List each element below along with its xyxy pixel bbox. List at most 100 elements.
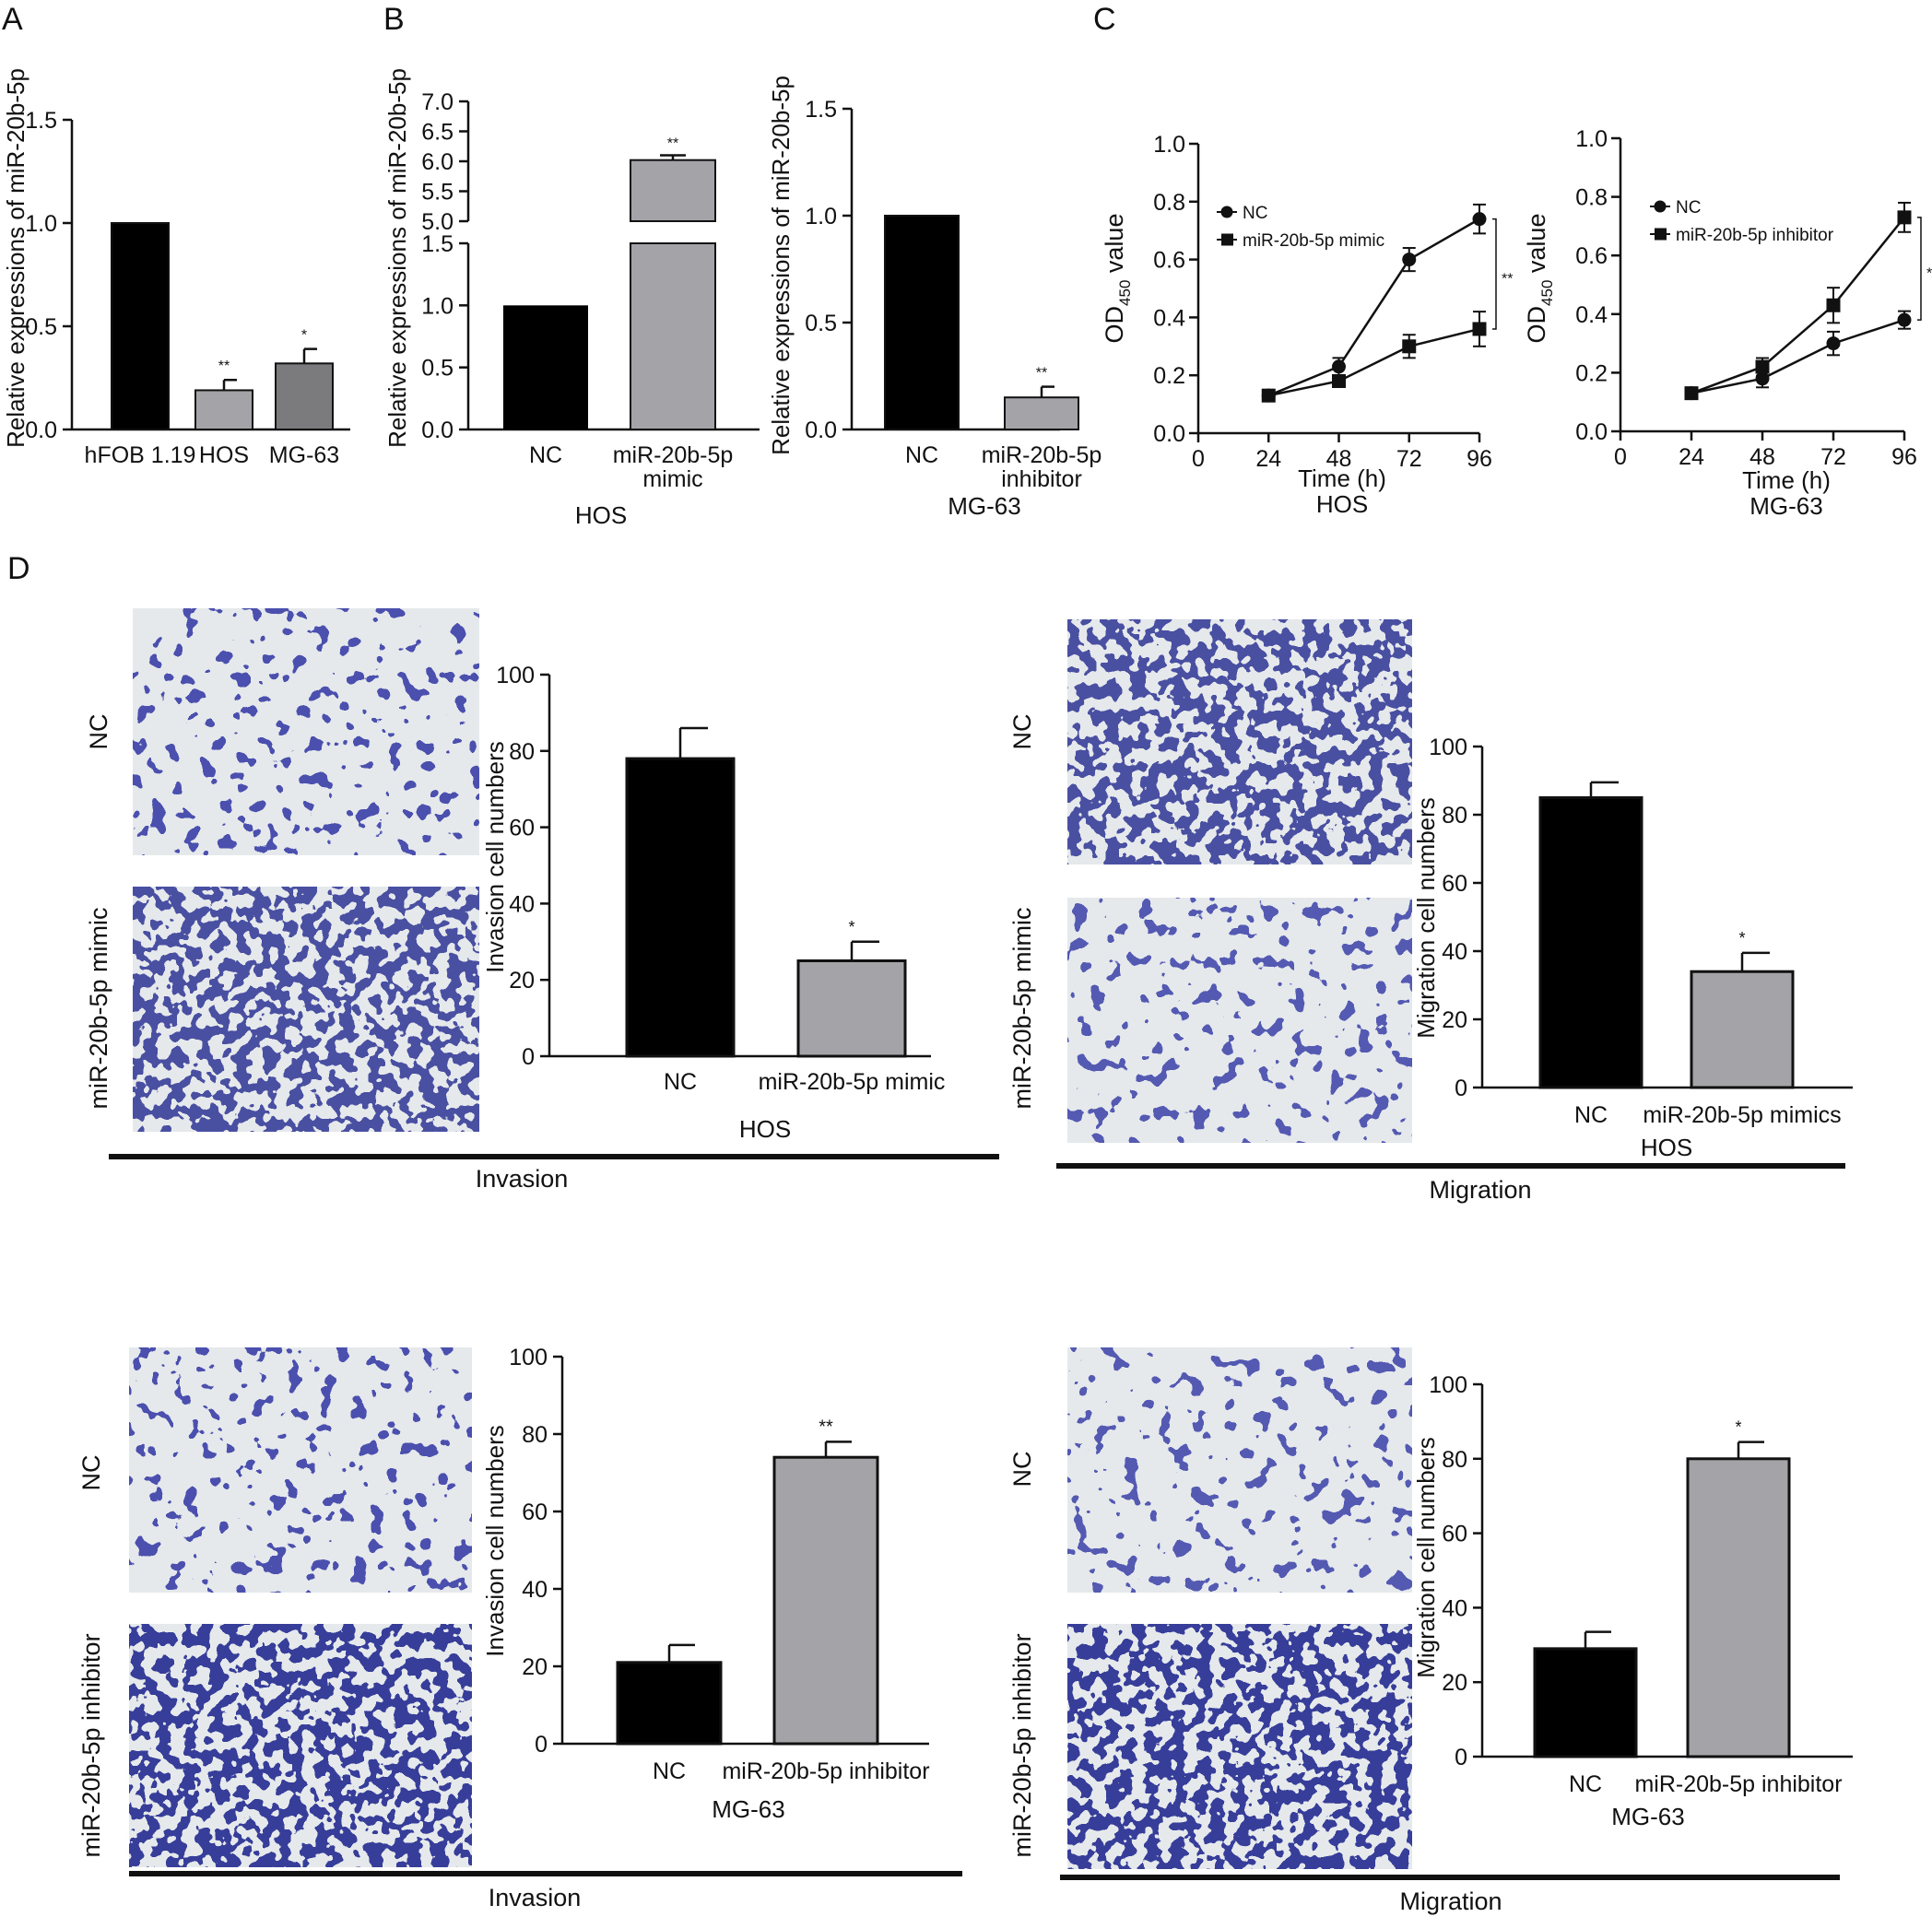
A-bar: [275, 362, 334, 431]
chart-d2-xlabel: HOS: [1641, 1134, 1692, 1161]
C2-series-line: [1690, 318, 1905, 394]
C1-ytick-label: 0.6: [1153, 248, 1185, 274]
migration-caption-top: Migration: [1429, 1176, 1531, 1204]
C1-point-square: [1402, 339, 1417, 354]
D1-category-label: NC: [664, 1069, 697, 1095]
chart-d3: Invasion cell numbers 0 20 40 60 80 100 NC miR-…: [481, 1345, 930, 1823]
D2-ytick-label: 100: [1429, 735, 1467, 760]
D4-significance: *: [1735, 1418, 1741, 1437]
panel-label-d: D: [7, 551, 30, 586]
D1-bar: [625, 757, 736, 1058]
D2-ytick-label: 80: [1442, 803, 1467, 829]
B2-ytick-label: 1.0: [805, 204, 837, 229]
micrograph-mig-mg-nc: [1067, 1347, 1412, 1593]
row-label-mig-mg-inh: miR-20b-5p inhibitor: [1008, 1633, 1036, 1857]
D4-ytick-label: 60: [1442, 1522, 1467, 1547]
chart-d4-xlabel: MG-63: [1611, 1803, 1684, 1830]
chart-b1: Relative expressions of miR-20b-5p 0.0 0.…: [383, 68, 760, 529]
D3-bar: [616, 1661, 723, 1746]
C1-xtick-label: 96: [1467, 446, 1492, 472]
C1-legend-marker: [1220, 206, 1233, 218]
chart-c1: OD450 value 0.00.20.40.60.81.00 24 48 72 96 …: [1101, 132, 1513, 518]
chart-b2-xlabel: MG-63: [948, 492, 1020, 520]
chart-d2: Migration cell numbers 0 20 40 60 80 100 NC miR…: [1412, 735, 1853, 1161]
B2-ytick-label: 0.5: [805, 311, 837, 336]
B2-significance: **: [1036, 366, 1047, 382]
D3-bar: [772, 1455, 879, 1746]
D4-bar: [1686, 1457, 1791, 1758]
D1-category-label: miR-20b-5p mimic: [759, 1069, 946, 1095]
D2-ytick-label: 60: [1442, 871, 1467, 897]
chart-c2-subtitle: MG-63: [1749, 492, 1822, 520]
C2-point-square: [1684, 386, 1699, 401]
chart-c1-xlabel: Time (h): [1298, 465, 1386, 492]
chart-a: Relative expressions of miR-20b-5p 0.0 0.…: [2, 68, 350, 468]
D4-category-label: NC: [1569, 1771, 1602, 1797]
B1-ytick-label: 1.5: [421, 231, 454, 257]
D3-ytick-label: 40: [522, 1577, 548, 1603]
C2-legend-marker: [1655, 228, 1667, 241]
C1-xtick-label: 24: [1255, 446, 1281, 472]
A-ytick-label: 0.0: [25, 418, 57, 443]
C1-ytick-label: 0.0: [1153, 421, 1185, 447]
C1-ytick-label: 0.2: [1153, 363, 1185, 389]
row-label-inv-hos-mimic: miR-20b-5p mimic: [85, 907, 112, 1109]
B1-bar-upper: [630, 159, 716, 222]
chart-b1-ylabel: Relative expressions of miR-20b-5p: [383, 68, 411, 448]
invasion-rule-top: [109, 1154, 999, 1159]
B2-category-label: NC: [905, 442, 938, 468]
D1-ytick-label: 100: [496, 663, 535, 688]
row-label-inv-mg-inh: miR-20b-5p inhibitor: [77, 1633, 105, 1857]
C2-point-square: [1826, 298, 1841, 312]
A-significance: *: [301, 328, 307, 344]
chart-c2: OD450 value 0.00.20.40.60.81.00 24 48 72 96 …: [1523, 126, 1932, 520]
D3-category-label: miR-20b-5p inhibitor: [722, 1758, 929, 1784]
C1-xtick-label: 48: [1326, 446, 1352, 472]
row-label-mig-hos-mimic: miR-20b-5p mimic: [1008, 907, 1036, 1109]
A-ytick-label: 1.0: [25, 211, 57, 237]
C1-point-circle: [1332, 359, 1346, 374]
C1-ytick-label: 0.8: [1153, 190, 1185, 216]
D4-ytick-label: 80: [1442, 1447, 1467, 1473]
D2-significance: *: [1738, 929, 1745, 947]
D4-ytick-label: 0: [1455, 1745, 1467, 1770]
B1-significance: **: [667, 136, 678, 152]
micrograph-mig-hos-nc: [1067, 619, 1412, 864]
C2-significance-bracket: [1917, 217, 1922, 321]
C1-point-square: [1332, 373, 1346, 388]
chart-c2-ylabel: OD450 value: [1523, 214, 1556, 344]
D3-ytick-label: 100: [509, 1345, 548, 1370]
C2-xtick-label: 24: [1679, 444, 1704, 470]
D2-category-label: NC: [1574, 1102, 1608, 1128]
A-category-label: HOS: [199, 442, 249, 468]
B1-category-label: miR-20b-5p mimic: [613, 442, 734, 492]
A-ytick-label: 1.5: [25, 108, 57, 134]
B2-category-label: miR-20b-5p inhibitor: [982, 442, 1102, 492]
D3-category-label: NC: [653, 1758, 686, 1784]
C1-series-line: [1267, 327, 1480, 397]
A-category-label: MG-63: [269, 442, 339, 468]
C1-legend-label: miR-20b-5p mimic: [1243, 231, 1384, 251]
A-bar: [194, 389, 253, 431]
D1-ytick-label: 40: [509, 891, 535, 917]
C1-significance-bracket: [1492, 218, 1497, 330]
micrograph-inv-mg-inh: [129, 1624, 472, 1867]
micrograph-inv-hos-mimic: [133, 887, 479, 1132]
D2-bar: [1690, 970, 1795, 1089]
chart-d2-ylabel: Migration cell numbers: [1412, 797, 1440, 1039]
chart-b2-ylabel: Relative expressions of miR-20b-5p: [767, 76, 795, 455]
B1-ytick-label: 0.5: [421, 356, 454, 382]
D3-significance: **: [819, 1417, 833, 1437]
B1-ytick-label: 5.5: [421, 180, 454, 206]
D1-ytick-label: 20: [509, 968, 535, 994]
C2-point-square: [1897, 210, 1912, 225]
C1-legend-marker: [1221, 233, 1233, 246]
C1-series-line: [1267, 218, 1480, 397]
C1-xtick-label: 72: [1396, 446, 1422, 472]
C2-ytick-label: 0.6: [1575, 243, 1608, 269]
chart-b2: Relative expressions of miR-20b-5p 0.0 0.…: [767, 76, 1101, 520]
micrograph-inv-hos-nc: [133, 608, 479, 855]
D1-bar: [796, 959, 907, 1058]
invasion-rule-bottom: [129, 1871, 962, 1876]
